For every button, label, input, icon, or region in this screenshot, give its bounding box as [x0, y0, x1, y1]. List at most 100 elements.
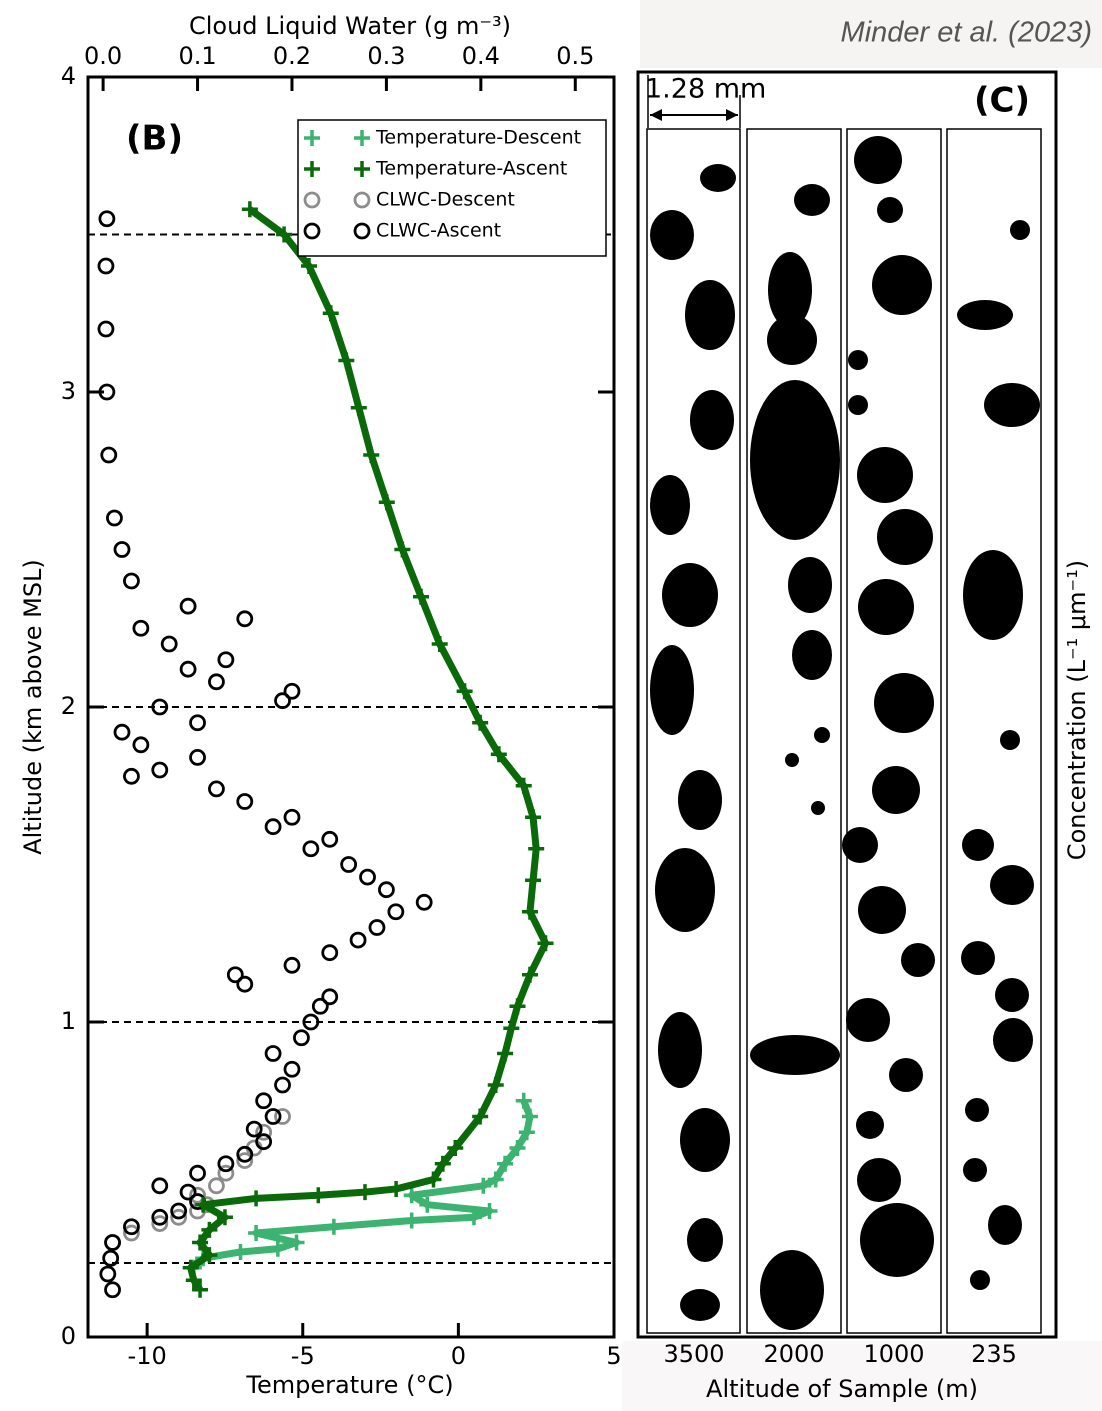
y-axis-title: Altitude (km above MSL): [19, 559, 47, 855]
x2-tick-label: 0.0: [84, 42, 122, 70]
data-point: [153, 1179, 167, 1193]
particle: [650, 475, 690, 535]
particle: [685, 280, 735, 350]
data-point: [294, 1031, 308, 1045]
citation: Minder et al. (2023): [841, 17, 1092, 49]
data-point: [191, 716, 205, 730]
x2-tick-label: 0.4: [462, 42, 500, 70]
x-tick-label: 3500: [663, 1340, 724, 1368]
data-point: [209, 1179, 223, 1193]
data-point: [323, 832, 337, 846]
particle: [687, 1218, 723, 1262]
data-point: [525, 809, 541, 825]
panel-label: (C): [974, 81, 1030, 121]
particle: [970, 1270, 990, 1290]
x-tick-label: 235: [971, 1340, 1017, 1368]
particle: [963, 1158, 987, 1182]
particle: [858, 579, 914, 635]
data-point: [310, 1187, 326, 1203]
scale-label: 1.28 mm: [645, 74, 766, 105]
particle: [854, 136, 902, 184]
data-point: [370, 921, 384, 935]
y-axis-title: Concentration (L⁻¹ μm⁻¹): [1063, 560, 1091, 860]
data-point: [270, 1241, 286, 1257]
data-point: [323, 990, 337, 1004]
particle: [990, 865, 1034, 905]
data-point: [106, 1236, 120, 1250]
data-point: [162, 637, 176, 651]
data-point: [248, 1190, 264, 1206]
x-tick-label: 5: [606, 1342, 621, 1370]
legend-label: Temperature-Ascent: [375, 158, 567, 180]
data-point: [134, 621, 148, 635]
particle: [872, 255, 932, 315]
particle: [1000, 730, 1020, 750]
data-point: [528, 841, 544, 857]
data-point: [134, 738, 148, 752]
y-tick-label: 1: [61, 1007, 76, 1035]
data-point: [266, 1110, 280, 1124]
data-point: [247, 1122, 261, 1136]
particle: [874, 673, 934, 733]
particle: [750, 1035, 840, 1075]
particle: [680, 1108, 730, 1172]
legend: Temperature-DescentTemperature-AscentCLW…: [298, 120, 606, 256]
data-point: [285, 958, 299, 972]
data-point: [219, 1157, 233, 1171]
particle: [995, 978, 1029, 1012]
particle: [848, 395, 868, 415]
particle: [872, 766, 920, 814]
x-tick-label: 0: [451, 1342, 466, 1370]
data-point: [106, 1283, 120, 1297]
particle: [965, 1098, 989, 1122]
data-point: [351, 400, 367, 416]
data-point: [323, 946, 337, 960]
particle: [877, 509, 933, 565]
data-point: [338, 353, 354, 369]
particle: [984, 383, 1040, 427]
data-point: [342, 858, 356, 872]
data-point: [304, 842, 318, 856]
figure: Minder et al. (2023) Cloud Liquid Water …: [0, 0, 1102, 1411]
particle: [811, 801, 825, 815]
data-point: [351, 933, 365, 947]
data-point: [101, 1267, 115, 1281]
data-point: [181, 1185, 195, 1199]
data-point: [285, 1062, 299, 1076]
particle: [655, 848, 715, 932]
data-point: [191, 750, 205, 764]
x-tick-label: -10: [128, 1342, 167, 1370]
particle: [760, 1250, 824, 1330]
particle: [857, 1158, 901, 1202]
particle: [700, 164, 736, 192]
data-point: [248, 1225, 264, 1241]
x2-tick-label: 0.1: [178, 42, 216, 70]
data-point: [276, 1078, 290, 1092]
y-tick-label: 0: [61, 1322, 76, 1350]
y-tick-label: 4: [61, 62, 76, 90]
particle: [858, 886, 906, 934]
x2-tick-label: 0.2: [273, 42, 311, 70]
panel-c: 1.28 mm (C): [638, 72, 1091, 1403]
particle: [901, 943, 935, 977]
particle: [856, 1111, 884, 1139]
data-point: [379, 494, 395, 510]
data-point: [266, 820, 280, 834]
data-point: [102, 448, 116, 462]
data-point: [361, 870, 375, 884]
data-point: [497, 1046, 513, 1062]
particle: [767, 315, 817, 365]
particle: [680, 1289, 720, 1321]
y-tick-label: 3: [61, 377, 76, 405]
particle: [650, 210, 694, 260]
particle: [877, 197, 903, 223]
data-point: [99, 259, 113, 273]
particle: [650, 645, 694, 735]
data-point: [124, 769, 138, 783]
data-point: [417, 895, 431, 909]
data-point: [219, 653, 233, 667]
particle: [658, 1012, 702, 1088]
data-point: [181, 599, 195, 613]
data-point: [285, 684, 299, 698]
data-point: [124, 574, 138, 588]
